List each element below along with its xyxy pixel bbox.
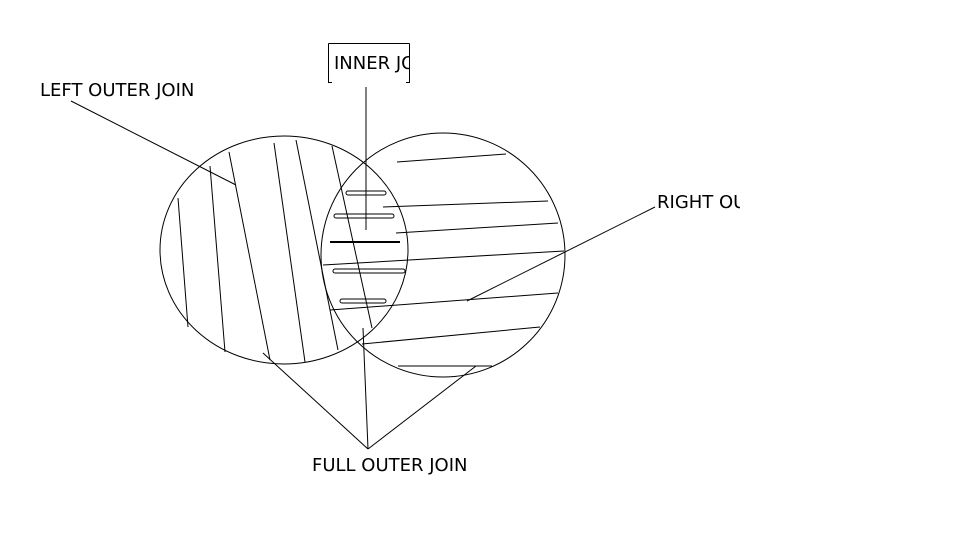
full-outer-join-pointer-right [367, 365, 477, 450]
inner-hatching [330, 190, 406, 304]
left-table-circle [159, 135, 409, 365]
left-hatching [177, 139, 373, 363]
leader-lines [70, 87, 656, 450]
right-hatching [322, 153, 565, 367]
full-outer-join-pointer-left [262, 352, 369, 450]
inner-join-label-box: INNER JOIN [328, 43, 410, 83]
right-outer-join-pointer [466, 206, 656, 302]
full-outer-join-label: FULL OUTER JOIN [312, 455, 468, 476]
inner-join-box-border [328, 43, 410, 83]
inner-join-label: INNER JOIN [334, 53, 410, 74]
left-outer-join-pointer [70, 100, 237, 186]
right-outer-join-label: RIGHT OUTER JOIN [657, 192, 740, 213]
full-outer-join-pointer-center [362, 327, 369, 450]
left-outer-join-label: LEFT OUTER JOIN [40, 80, 195, 101]
right-outer-join-label-clip: RIGHT OUTER JOIN [657, 190, 740, 218]
right-table-circle [320, 132, 566, 378]
